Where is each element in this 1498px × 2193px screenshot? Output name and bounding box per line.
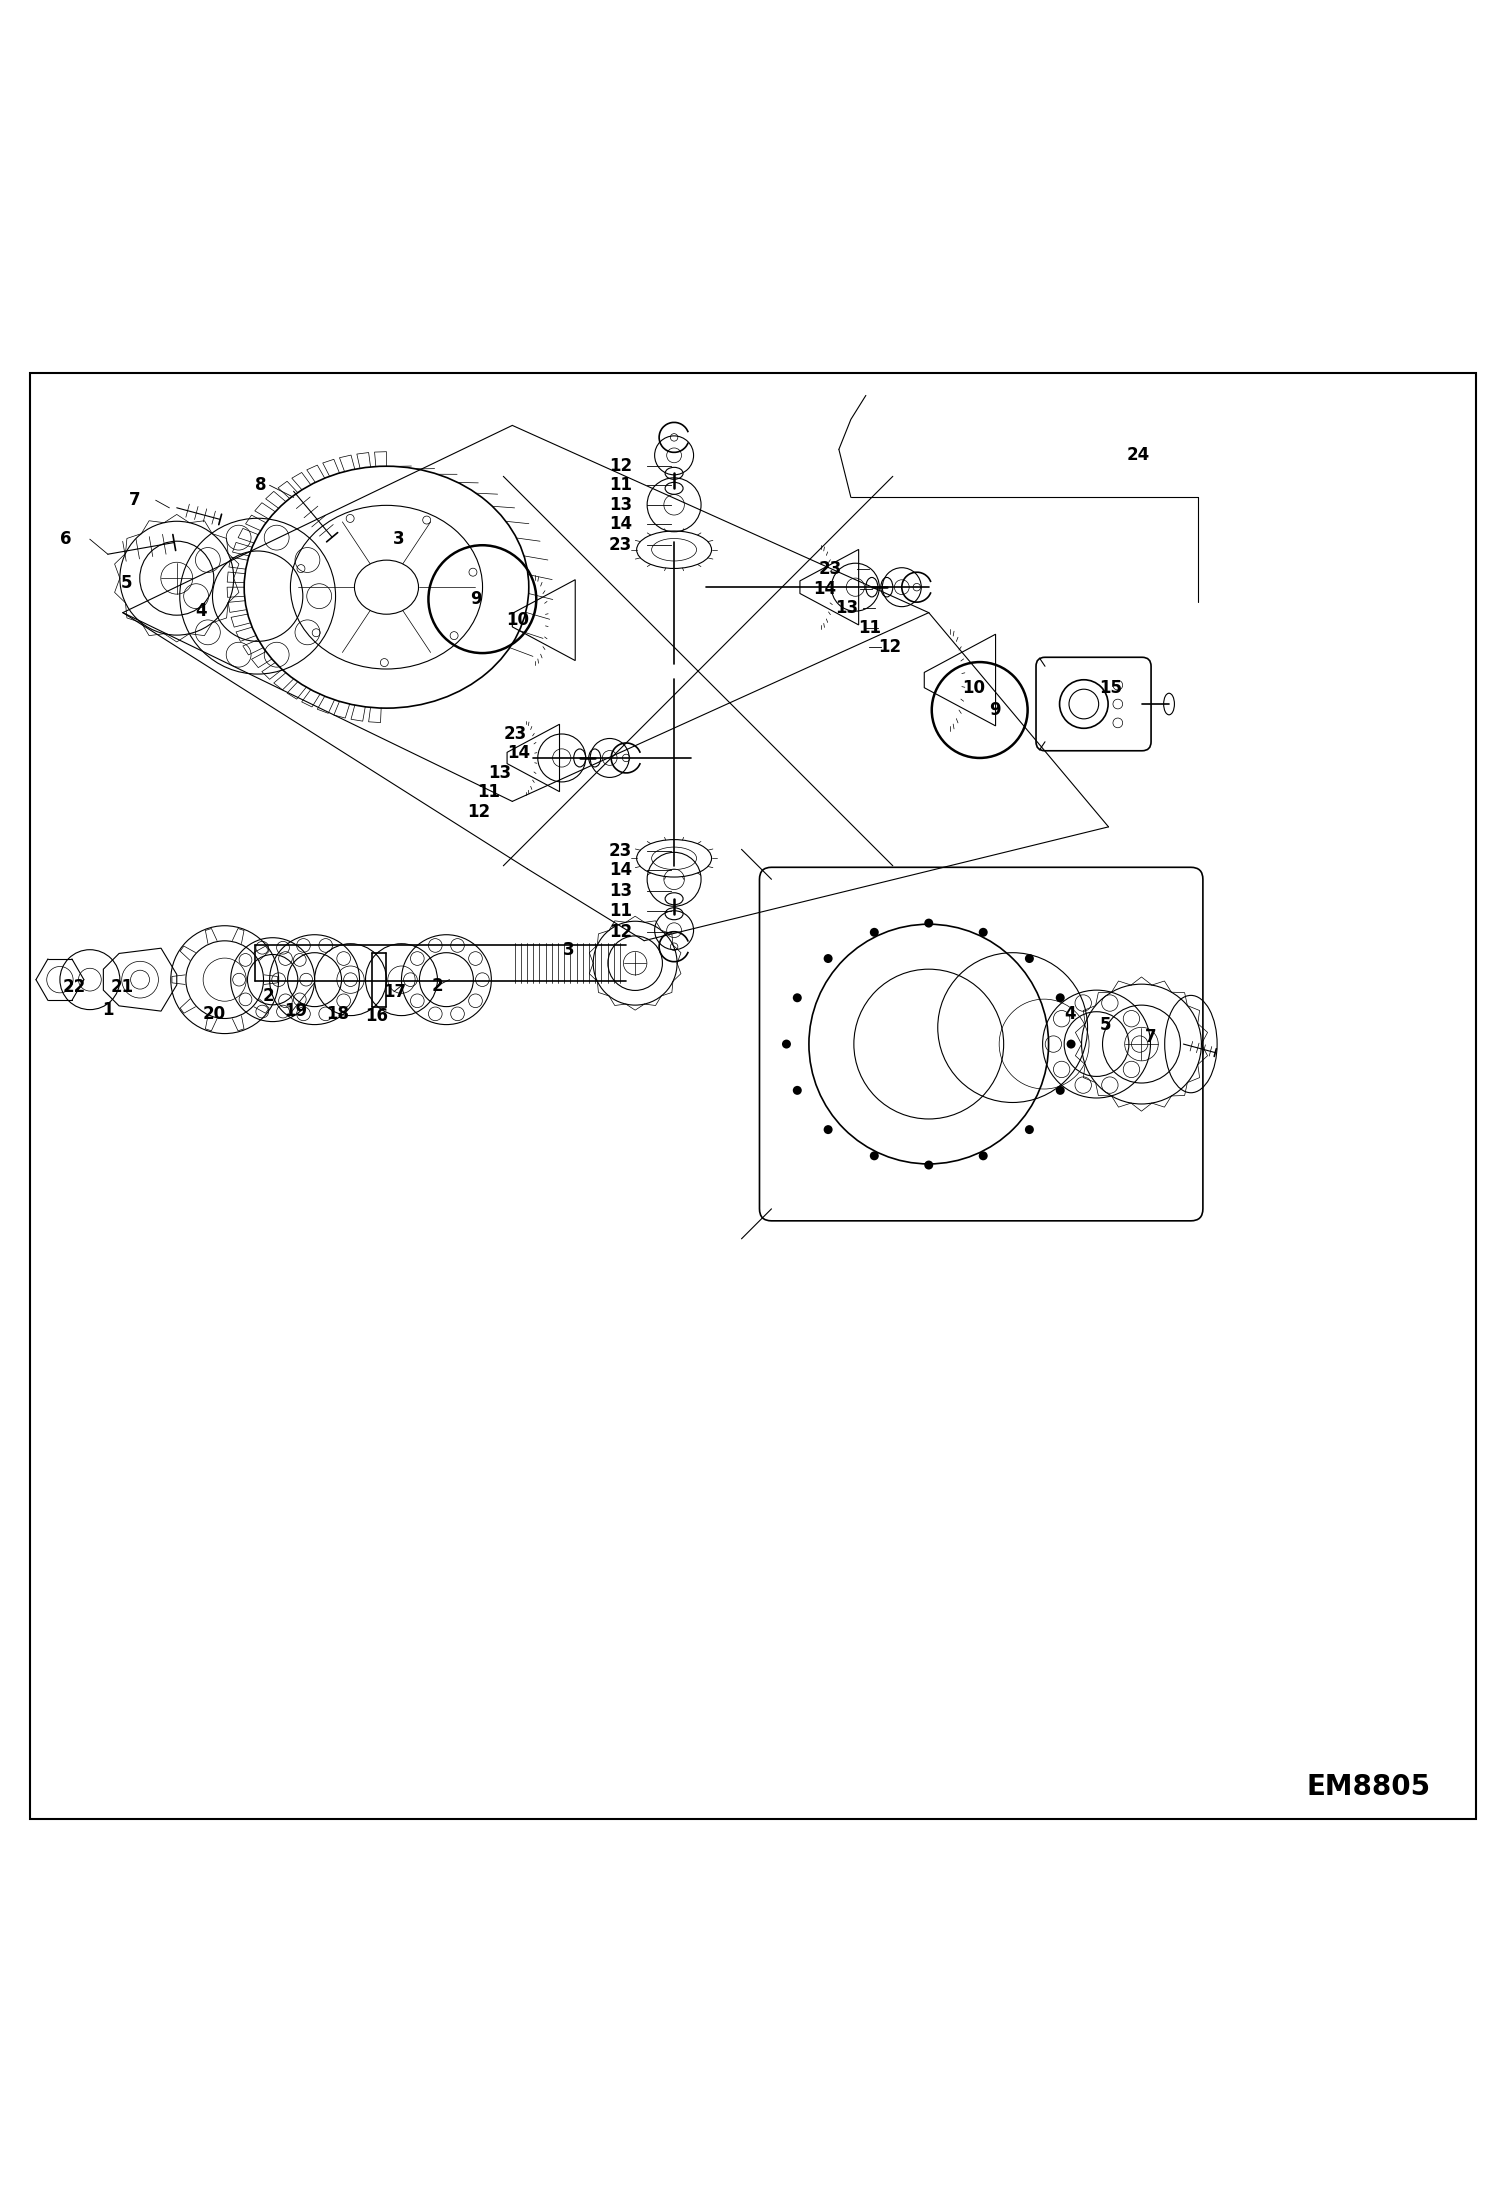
Text: 14: 14 <box>610 862 632 879</box>
Text: 5: 5 <box>1100 1015 1112 1033</box>
Circle shape <box>870 928 879 936</box>
Circle shape <box>870 1151 879 1160</box>
Text: 23: 23 <box>503 726 527 743</box>
Text: 5: 5 <box>120 575 132 592</box>
Text: 14: 14 <box>813 579 836 599</box>
Circle shape <box>792 1086 801 1094</box>
Text: EM8805: EM8805 <box>1306 1772 1431 1800</box>
Text: 8: 8 <box>255 476 267 493</box>
Text: 13: 13 <box>488 763 511 783</box>
Circle shape <box>824 1125 833 1134</box>
Text: 12: 12 <box>610 923 632 941</box>
Text: 13: 13 <box>610 496 632 513</box>
Circle shape <box>1067 1039 1076 1048</box>
Text: 11: 11 <box>610 901 632 919</box>
Text: 19: 19 <box>285 1002 307 1020</box>
Circle shape <box>1025 1125 1034 1134</box>
Text: 21: 21 <box>111 978 133 996</box>
Text: 2: 2 <box>431 976 443 996</box>
Text: 12: 12 <box>610 456 632 476</box>
Circle shape <box>782 1039 791 1048</box>
Text: 15: 15 <box>1100 678 1122 697</box>
Circle shape <box>1056 1086 1065 1094</box>
Circle shape <box>924 919 933 928</box>
Text: 3: 3 <box>392 531 404 548</box>
Text: 22: 22 <box>63 978 87 996</box>
Text: 4: 4 <box>195 603 207 621</box>
Text: 9: 9 <box>989 702 1001 719</box>
Text: 1: 1 <box>102 1000 114 1018</box>
Text: 11: 11 <box>858 618 881 636</box>
Text: 9: 9 <box>470 590 482 607</box>
Text: 23: 23 <box>608 842 632 860</box>
Text: 23: 23 <box>608 537 632 555</box>
Circle shape <box>924 1160 933 1169</box>
Text: 4: 4 <box>1064 1004 1076 1024</box>
Text: 3: 3 <box>563 941 575 958</box>
Text: 24: 24 <box>1126 447 1150 465</box>
Text: 13: 13 <box>836 599 858 616</box>
Text: 11: 11 <box>610 476 632 493</box>
Circle shape <box>1056 993 1065 1002</box>
Text: 14: 14 <box>610 515 632 533</box>
Circle shape <box>978 928 987 936</box>
Text: 16: 16 <box>366 1007 388 1024</box>
Circle shape <box>792 993 801 1002</box>
Circle shape <box>978 1151 987 1160</box>
Text: 12: 12 <box>879 638 902 656</box>
Text: 13: 13 <box>610 882 632 901</box>
Text: 10: 10 <box>962 678 984 697</box>
Text: 14: 14 <box>508 743 530 763</box>
Text: 23: 23 <box>818 559 842 579</box>
Text: 10: 10 <box>506 612 529 629</box>
Text: 7: 7 <box>1144 1029 1156 1046</box>
Text: 6: 6 <box>60 531 72 548</box>
Text: 18: 18 <box>327 1004 349 1024</box>
Text: 12: 12 <box>467 803 490 820</box>
Circle shape <box>824 954 833 963</box>
Text: 7: 7 <box>129 491 141 509</box>
Circle shape <box>1025 954 1034 963</box>
Text: 11: 11 <box>478 783 500 800</box>
Text: 17: 17 <box>383 982 406 1000</box>
Text: 20: 20 <box>202 1004 225 1024</box>
Text: 2: 2 <box>262 987 274 1004</box>
